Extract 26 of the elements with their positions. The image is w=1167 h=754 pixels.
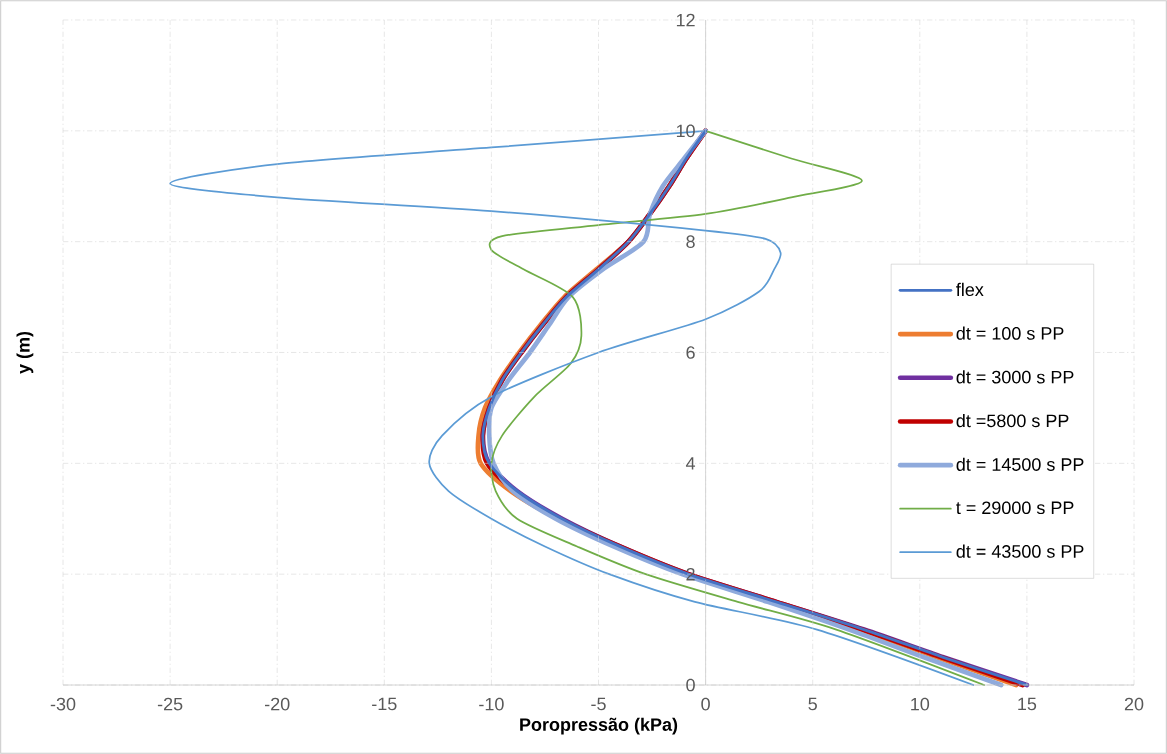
legend-label: dt = 3000 s PP bbox=[956, 370, 1074, 384]
legend-label: dt = 100 s PP bbox=[956, 326, 1064, 340]
x-tick-label: 0 bbox=[701, 697, 710, 711]
x-axis-title: Poropressão (kPa) bbox=[520, 717, 678, 735]
x-tick-label: -20 bbox=[264, 697, 290, 711]
y-tick-label: 8 bbox=[686, 235, 695, 249]
legend-label: flex bbox=[956, 282, 984, 297]
x-tick-label: -15 bbox=[372, 697, 397, 711]
x-tick-label: -25 bbox=[157, 697, 183, 711]
legend-label: t = 29000 s PP bbox=[956, 501, 1074, 515]
y-tick-label: 0 bbox=[686, 678, 695, 692]
x-tick-label: -10 bbox=[479, 697, 504, 711]
y-tick-label: 12 bbox=[676, 13, 695, 27]
x-tick-label: -30 bbox=[50, 697, 76, 711]
legend-label: dt = 14500 s PP bbox=[956, 457, 1084, 471]
x-tick-label: 15 bbox=[1018, 697, 1037, 711]
x-tick-label: -5 bbox=[591, 697, 606, 711]
legend-label: dt = 43500 s PP bbox=[956, 544, 1084, 558]
y-tick-label: 4 bbox=[685, 457, 696, 470]
y-tick-label: 2 bbox=[686, 567, 695, 581]
x-tick-label: 5 bbox=[808, 697, 817, 711]
legend-label: dt =5800 s PP bbox=[956, 413, 1069, 428]
x-tick-label: 10 bbox=[911, 697, 930, 711]
y-axis-title: y (m) bbox=[16, 331, 34, 374]
x-tick-label: 20 bbox=[1124, 697, 1144, 711]
y-tick-label: 6 bbox=[686, 346, 695, 359]
